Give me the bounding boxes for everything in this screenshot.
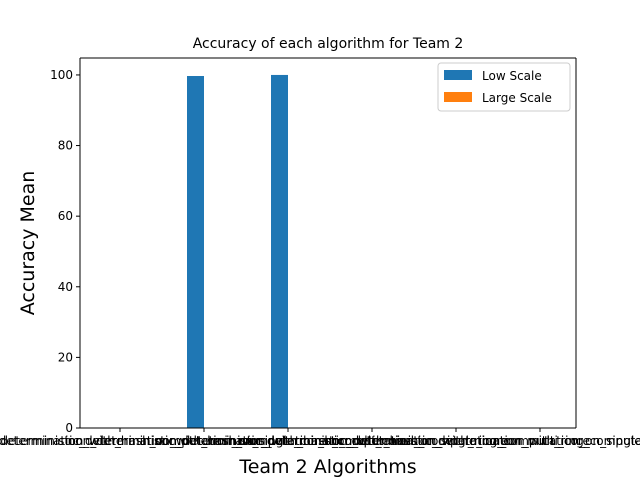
x-tick-label: deterministic_determination_with_hash_co…	[0, 434, 407, 448]
y-tick-label: 60	[58, 209, 73, 223]
bar	[187, 76, 204, 428]
y-tick-label: 40	[58, 280, 73, 294]
y-tick-label: 100	[50, 68, 73, 82]
x-tick-label: non_deterministic_determination_with_has…	[68, 434, 509, 448]
y-tick-label: 0	[65, 421, 73, 435]
legend-label: Low Scale	[482, 69, 542, 83]
legend: Low Scale Large Scale	[437, 62, 571, 112]
x-axis-label: Team 2 Algorithms	[238, 456, 416, 478]
x-tick-label: non_deterministic_determination_with_rin…	[238, 434, 640, 448]
chart-title: Accuracy of each algorithm for Team 2	[193, 36, 464, 52]
y-axis-label: Accuracy Mean	[17, 171, 39, 316]
x-tick-label: deterministic_determination_with_hash_co…	[0, 434, 326, 448]
legend-swatch	[444, 92, 472, 102]
legend-label: Large Scale	[482, 91, 552, 105]
bar	[271, 74, 288, 428]
legend-swatch	[444, 70, 472, 80]
x-tick-label: non_deterministic_determination_with_rin…	[325, 434, 640, 448]
y-tick-label: 80	[58, 139, 73, 153]
plot-area: 0 20 40 60 80 100 deterministic_determination_…	[0, 57, 640, 448]
x-tick-label: non_deterministic_determination_with_has…	[154, 434, 590, 448]
y-tick-label: 20	[58, 350, 73, 364]
